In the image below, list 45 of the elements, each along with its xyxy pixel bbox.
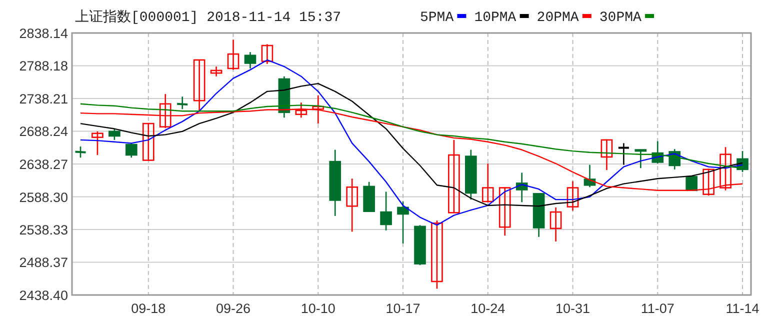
legend-label: 30PMA — [599, 10, 642, 26]
y-tick-label: 2738.21 — [19, 91, 68, 106]
candlestick — [498, 186, 511, 236]
y-tick-label: 2488.37 — [19, 255, 68, 270]
candlestick — [397, 200, 409, 244]
candlestick — [634, 149, 647, 169]
candlestick — [550, 206, 562, 242]
legend-label: 5PMA — [420, 10, 454, 26]
candlestick — [193, 59, 206, 112]
candlestick — [482, 162, 494, 203]
candlestick — [617, 142, 630, 166]
candlestick — [210, 66, 222, 77]
candlestick — [227, 38, 240, 70]
y-tick-label: 2838.14 — [19, 26, 68, 41]
candlestick — [600, 138, 613, 171]
x-tick-label: 10-10 — [300, 301, 336, 316]
candlestick — [566, 180, 579, 212]
y-tick-label: 2538.33 — [19, 222, 68, 238]
candlestick — [431, 220, 443, 290]
y-tick-label: 2688.24 — [19, 124, 68, 140]
candlestick — [74, 146, 87, 158]
chart-title: 上证指数[000001] 2018-11-14 15:37 — [75, 9, 342, 26]
x-tick-label: 09-26 — [216, 301, 251, 316]
x-tick-label: 10-17 — [386, 301, 420, 316]
candlestick — [244, 51, 256, 70]
x-tick-label: 11-14 — [726, 301, 760, 316]
candlestick — [686, 176, 698, 192]
x-tick-label: 10-31 — [555, 301, 590, 316]
candlestick — [380, 191, 392, 232]
candlestick — [108, 128, 120, 141]
x-tick-label: 11-07 — [640, 301, 674, 316]
candlestick — [261, 44, 274, 65]
x-tick-label: 09-18 — [131, 301, 166, 316]
y-tick-label: 2438.40 — [19, 288, 68, 303]
candlestick — [176, 96, 189, 110]
candlestick — [142, 122, 154, 162]
legend-label: 20PMA — [536, 10, 580, 26]
y-tick-label: 2638.27 — [19, 157, 68, 172]
y-tick-label: 2788.18 — [19, 58, 68, 74]
x-tick-label: 10-24 — [470, 301, 506, 316]
y-tick-label: 2588.30 — [19, 190, 68, 205]
legend-label: 10PMA — [474, 10, 517, 26]
candlestick — [92, 130, 104, 156]
candlestick — [126, 142, 138, 158]
candlestick — [346, 178, 358, 232]
